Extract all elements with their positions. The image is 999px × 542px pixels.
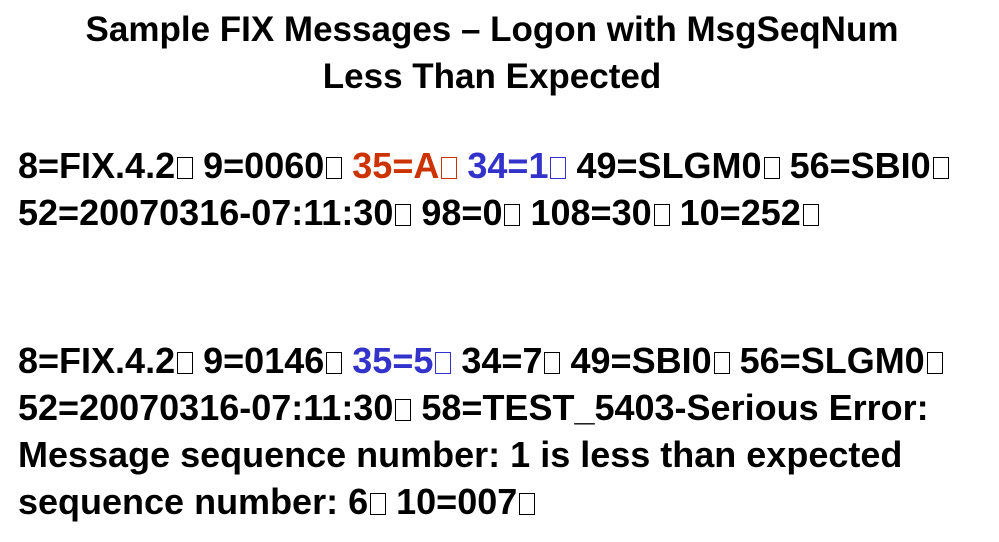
- soh-delimiter-icon: [713, 352, 730, 374]
- fix-field-target-comp-id: 56=SBI0: [789, 145, 931, 186]
- fix-field-msg-seq-num: 34=7: [461, 340, 543, 381]
- title-line-2: Less Than Expected: [322, 57, 662, 96]
- title-line-1: Sample FIX Messages – Logon with MsgSeqN…: [85, 10, 899, 49]
- fix-field-msg-type: 35=A: [352, 145, 440, 186]
- soh-delimiter-icon: [763, 157, 780, 179]
- fix-message-logout: 8=FIX.4.2 9=0146 35=5 34=7 49=SBI0 56=SL…: [18, 337, 993, 525]
- soh-delimiter-icon: [544, 352, 561, 374]
- page-title: Sample FIX Messages – Logon with MsgSeqN…: [0, 6, 984, 100]
- fix-field-heartbeat-interval: 108=30: [530, 192, 652, 233]
- fix-field-sender-comp-id: 49=SLGM0: [576, 145, 762, 186]
- soh-delimiter-icon: [441, 157, 458, 179]
- fix-field-checksum: 10=252: [679, 192, 801, 233]
- fix-field-msg-type: 35=5: [352, 340, 434, 381]
- soh-delimiter-icon: [653, 204, 670, 226]
- soh-delimiter-icon: [177, 352, 194, 374]
- soh-delimiter-icon: [326, 352, 343, 374]
- fix-field-checksum: 10=007: [396, 481, 518, 522]
- fix-field-encrypt-method: 98=0: [421, 192, 503, 233]
- fix-field-begin-string: 8=FIX.4.2: [18, 145, 176, 186]
- fix-field-sending-time: 52=20070316-07:11:30: [18, 192, 394, 233]
- fix-field-sending-time: 52=20070316-07:11:30: [18, 387, 394, 428]
- fix-field-body-length: 9=0060: [203, 145, 325, 186]
- fix-message-logon: 8=FIX.4.2 9=0060 35=A 34=1 49=SLGM0 56=S…: [18, 142, 993, 236]
- fix-field-sender-comp-id: 49=SBI0: [570, 340, 712, 381]
- fix-field-text: 58=TEST_5403-Serious Error: Message sequ…: [18, 387, 949, 522]
- soh-delimiter-icon: [395, 399, 412, 421]
- soh-delimiter-icon: [932, 157, 949, 179]
- soh-delimiter-icon: [926, 352, 943, 374]
- soh-delimiter-icon: [802, 204, 819, 226]
- fix-field-target-comp-id: 56=SLGM0: [739, 340, 925, 381]
- fix-field-begin-string: 8=FIX.4.2: [18, 340, 176, 381]
- soh-delimiter-icon: [504, 204, 521, 226]
- soh-delimiter-icon: [326, 157, 343, 179]
- fix-field-msg-seq-num: 34=1: [467, 145, 549, 186]
- soh-delimiter-icon: [435, 352, 452, 374]
- fix-field-body-length: 9=0146: [203, 340, 325, 381]
- soh-delimiter-icon: [370, 493, 387, 515]
- soh-delimiter-icon: [519, 493, 536, 515]
- soh-delimiter-icon: [395, 204, 412, 226]
- soh-delimiter-icon: [550, 157, 567, 179]
- soh-delimiter-icon: [177, 157, 194, 179]
